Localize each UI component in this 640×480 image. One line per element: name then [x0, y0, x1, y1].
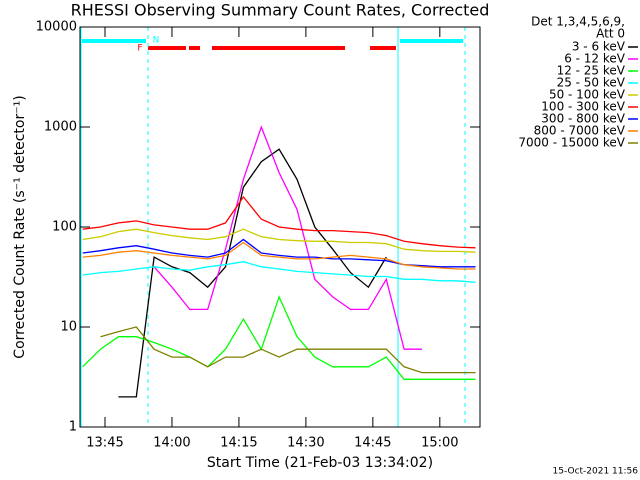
x-tick-label: 15:00: [421, 436, 458, 451]
x-tick-label: 14:00: [153, 436, 190, 451]
x-tick-label: 14:30: [287, 436, 324, 451]
legend-label: 7000 - 15000 keV: [518, 136, 625, 150]
footer: 15-Oct-2021 11:56: [553, 467, 639, 477]
legend-label: 50 - 100 keV: [549, 88, 626, 102]
legend-label: 300 - 800 keV: [541, 112, 625, 126]
y-tick-label: 100: [52, 220, 77, 235]
y-tick-label: 10000: [36, 20, 77, 35]
series-line: [82, 195, 476, 249]
legend-title: Att 0: [596, 27, 625, 41]
series-line: [82, 295, 476, 380]
flags: F N: [80, 27, 466, 427]
series-line: [82, 261, 476, 283]
x-tick-label: 14:15: [220, 436, 257, 451]
legend-label: 25 - 50 keV: [557, 76, 626, 90]
y-tick-label: 1000: [44, 120, 77, 135]
y-tick-label: 1: [69, 420, 77, 435]
series-line: [153, 125, 422, 350]
series-line: [82, 228, 476, 253]
annotation: F: [137, 44, 142, 54]
y-axis-label: Corrected Count Rate (s⁻¹ detector⁻¹): [12, 95, 28, 358]
legend-label: 3 - 6 keV: [572, 40, 626, 54]
legend-label: 12 - 25 keV: [557, 64, 626, 78]
series-line: [82, 241, 476, 270]
legend-title: Det 1,3,4,5,6,9,: [531, 15, 625, 29]
y-tick-label: 10: [60, 320, 77, 335]
series-line: [100, 326, 476, 374]
x-tick-label: 14:45: [354, 436, 391, 451]
legend-label: 800 - 7000 keV: [534, 124, 626, 138]
legend-label: 100 - 300 keV: [541, 100, 625, 114]
series-line: [118, 148, 387, 398]
legend-label: 6 - 12 keV: [564, 52, 626, 66]
x-tick-label: 13:45: [86, 436, 123, 451]
annotation: N: [153, 36, 160, 46]
x-axis-label: Start Time (21-Feb-03 13:34:02): [207, 455, 433, 471]
chart-title: RHESSI Observing Summary Count Rates, Co…: [71, 1, 490, 20]
